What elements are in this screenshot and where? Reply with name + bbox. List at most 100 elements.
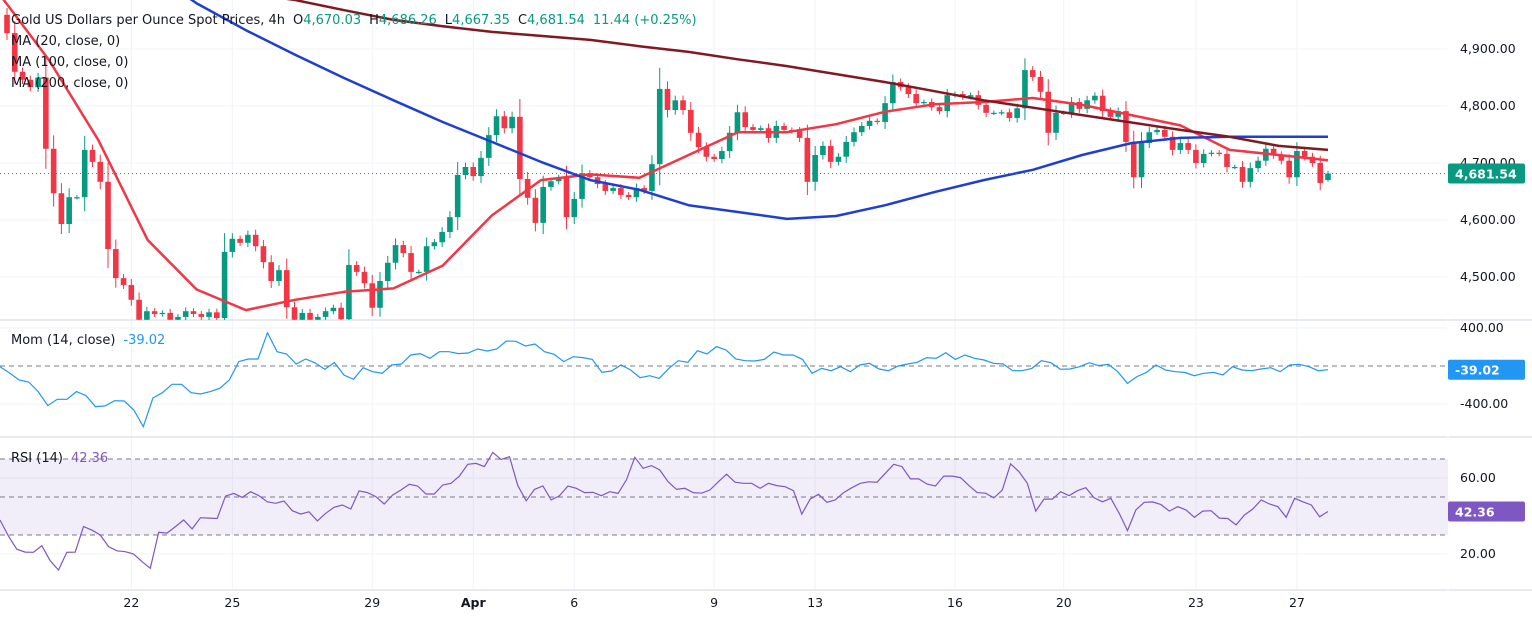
ma20-legend[interactable]: MA (20, close, 0) — [11, 34, 121, 49]
candle — [1022, 70, 1028, 109]
candle — [50, 148, 57, 194]
price-axis[interactable]: 4,900.004,800.004,700.004,600.004,500.00… — [1448, 41, 1525, 561]
candle — [633, 188, 640, 198]
candle — [555, 177, 562, 182]
candle — [167, 312, 173, 320]
high-value: 4,686.26 — [378, 13, 437, 28]
time-tick-label: 29 — [364, 595, 380, 610]
candle — [1317, 163, 1324, 183]
ma-group — [2, 0, 1329, 312]
open-value: 4,670.03 — [303, 13, 362, 28]
candle — [1053, 112, 1059, 133]
candle — [866, 120, 873, 126]
rsi-label: RSI (14) — [11, 451, 63, 466]
candle — [532, 197, 539, 223]
candle — [66, 197, 72, 224]
candle — [307, 312, 313, 320]
candle — [1231, 166, 1238, 169]
candle — [221, 251, 228, 319]
candle — [377, 280, 383, 308]
candle — [416, 271, 422, 274]
candle — [151, 311, 158, 315]
rsi-tick-label: 20.00 — [1460, 546, 1496, 561]
rsi-value: 42.36 — [70, 451, 109, 466]
mom-line — [0, 331, 1329, 429]
mom-value: -39.02 — [123, 333, 166, 348]
candle — [291, 307, 298, 320]
candle — [353, 265, 360, 272]
candle — [1185, 143, 1191, 150]
candle — [1045, 91, 1052, 133]
mom-legend[interactable]: Mom (14, close) -39.02 — [11, 332, 169, 349]
time-tick-label: 23 — [1188, 595, 1204, 610]
candle — [1006, 112, 1013, 118]
candle — [1301, 151, 1308, 157]
candle — [796, 131, 803, 138]
ma100-legend[interactable]: MA (100, close, 0) — [11, 55, 129, 70]
candle — [804, 137, 811, 182]
candle — [447, 217, 453, 232]
candle — [478, 157, 484, 177]
candle — [1216, 152, 1223, 154]
candle — [1325, 173, 1331, 181]
candle — [322, 311, 329, 317]
candle — [618, 188, 624, 195]
candle — [260, 246, 267, 263]
candle — [781, 125, 787, 130]
candle — [1130, 141, 1137, 178]
candle — [719, 151, 725, 160]
candle — [1270, 148, 1277, 156]
candle — [1107, 111, 1114, 117]
candle — [913, 94, 919, 104]
candle — [1294, 151, 1300, 178]
time-axis[interactable]: 22 25 29 Apr 6 9 13 16 20 23 27 — [123, 595, 1304, 610]
candle — [1208, 152, 1215, 154]
candle — [548, 181, 554, 187]
candle-group — [4, 7, 1331, 320]
candle — [454, 174, 461, 218]
ma200-legend[interactable]: MA (200, close, 0) — [11, 76, 129, 91]
candle — [1169, 136, 1176, 150]
time-tick-label: 6 — [570, 595, 578, 610]
candle — [905, 87, 912, 95]
candle — [408, 253, 414, 272]
candle — [750, 127, 756, 130]
rsi-value-badge-text: 42.36 — [1455, 505, 1495, 520]
candle — [967, 95, 974, 97]
time-tick-label: 22 — [123, 595, 139, 610]
rsi-value-badge — [1448, 501, 1525, 522]
candle — [602, 184, 609, 191]
candle — [245, 234, 251, 243]
candle — [625, 194, 632, 198]
candle — [1154, 129, 1160, 133]
candle — [1084, 100, 1090, 109]
time-tick-label: 25 — [224, 595, 240, 610]
candle — [540, 186, 546, 223]
candle — [299, 312, 306, 320]
candle — [703, 147, 710, 157]
price-tick-label: 4,900.00 — [1460, 41, 1516, 56]
ma100-line — [189, 0, 1328, 221]
high-label: H — [369, 13, 379, 28]
candle — [1037, 76, 1044, 92]
candle — [1138, 143, 1145, 178]
candle — [517, 116, 523, 179]
ma20-line — [2, 0, 1329, 312]
symbol-title: Gold US Dollars per Ounce Spot Prices, 4… — [11, 13, 285, 28]
candle — [1309, 156, 1316, 163]
candle — [190, 311, 197, 315]
candle — [97, 161, 104, 182]
rsi-legend[interactable]: RSI (14) 42.36 — [11, 450, 112, 467]
symbol-legend: Gold US Dollars per Ounce Spot Prices, 4… — [11, 12, 701, 29]
candle — [439, 231, 445, 243]
candle — [268, 262, 274, 281]
candle — [35, 77, 41, 88]
candle — [431, 242, 438, 247]
candle — [493, 116, 500, 136]
candle — [610, 188, 616, 191]
candle — [835, 156, 842, 162]
candle — [641, 188, 647, 191]
candle — [283, 270, 290, 308]
